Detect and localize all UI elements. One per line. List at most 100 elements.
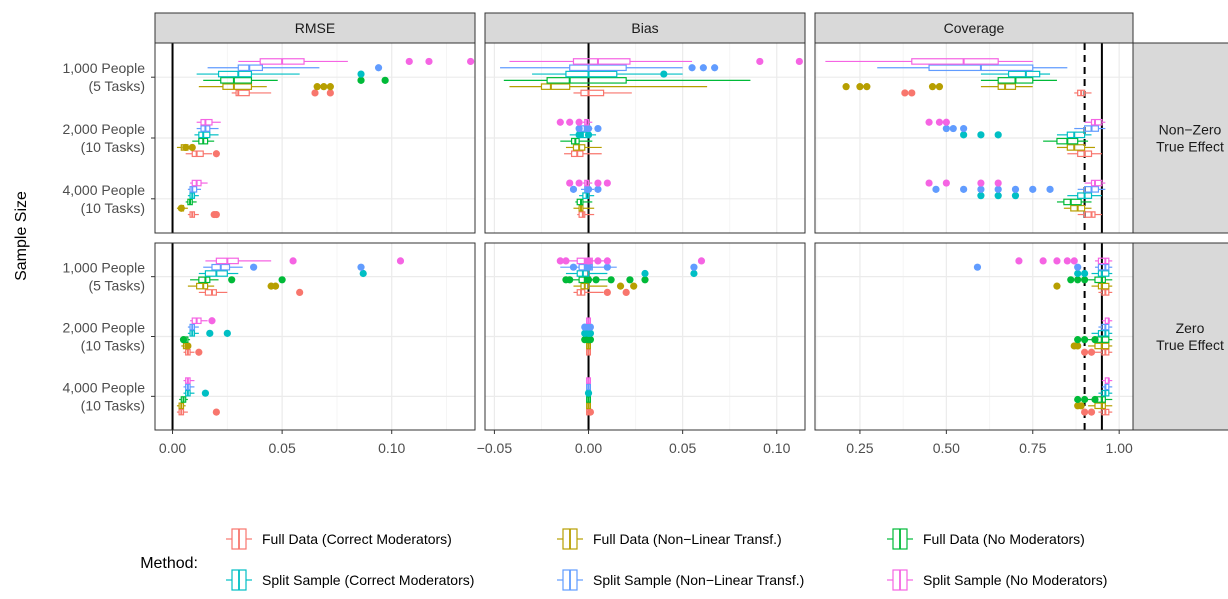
- panel-5: [814, 242, 1134, 431]
- outlier-point: [575, 179, 583, 187]
- boxplot-5: [556, 118, 593, 126]
- panel-3: [154, 242, 476, 431]
- outlier-point: [575, 131, 583, 139]
- boxplot-5: [1101, 377, 1113, 384]
- boxplot-3: [198, 269, 367, 278]
- outlier-point: [1091, 395, 1099, 404]
- outlier-point: [586, 408, 595, 416]
- boxplot-0: [1081, 408, 1113, 416]
- boxplot-0: [577, 211, 595, 218]
- box: [1063, 198, 1082, 206]
- outlier-point: [575, 118, 583, 126]
- outlier-point: [357, 70, 365, 78]
- row-strip-1: [1132, 242, 1228, 431]
- outlier-point: [177, 204, 185, 212]
- box: [569, 64, 627, 72]
- boxplot-1: [573, 204, 595, 212]
- outlier-point: [949, 124, 957, 133]
- boxplot-4: [203, 263, 365, 271]
- box: [198, 276, 211, 284]
- facet-strip-label: RMSE: [295, 20, 335, 36]
- boxplot-1: [181, 342, 192, 350]
- outlier-point: [711, 64, 719, 72]
- outlier-point: [690, 263, 698, 271]
- outlier-point: [1091, 336, 1099, 344]
- outlier-point: [396, 257, 405, 265]
- legend-item: Split Sample (Correct Moderators): [226, 569, 474, 591]
- box: [198, 131, 211, 139]
- outlier-point: [296, 288, 304, 297]
- outlier-point: [994, 185, 1002, 193]
- outlier-point: [1029, 185, 1037, 193]
- outlier-point: [603, 179, 611, 187]
- outlier-point: [208, 317, 216, 325]
- boxplot-2: [179, 396, 188, 403]
- boxplot-2: [581, 336, 595, 344]
- legend-label: Full Data (Non−Linear Transf.): [593, 531, 782, 547]
- boxplot-0: [573, 89, 632, 97]
- box: [1097, 330, 1110, 337]
- boxplot-2: [586, 396, 592, 403]
- outlier-point: [690, 269, 698, 278]
- boxplot-4: [569, 185, 602, 193]
- legend-item: Split Sample (Non−Linear Transf.): [557, 569, 804, 591]
- outlier-point: [928, 83, 937, 91]
- y-axis-title: Sample Size: [13, 191, 30, 281]
- y-tick-label: 4,000 People: [62, 182, 145, 198]
- boxplot-3: [187, 329, 231, 337]
- boxplot-2: [503, 77, 751, 84]
- outlier-point: [223, 329, 231, 337]
- outlier-point: [584, 263, 593, 271]
- boxplot-4: [1098, 323, 1113, 331]
- boxplot-3: [980, 70, 1051, 78]
- outlier-point: [313, 83, 321, 91]
- boxplot-1: [586, 342, 592, 350]
- outlier-point: [932, 185, 940, 193]
- boxplot-5: [586, 317, 592, 325]
- outlier-point: [212, 210, 220, 219]
- outlier-point: [566, 276, 574, 284]
- boxplot-5: [183, 377, 195, 384]
- box: [222, 83, 253, 90]
- outlier-point: [584, 389, 593, 397]
- outlier-point: [977, 185, 985, 193]
- boxplot-1: [586, 402, 592, 410]
- boxplot-5: [1015, 257, 1113, 265]
- boxplot-2: [560, 137, 593, 145]
- boxplot-1: [176, 143, 196, 152]
- boxplot-3: [977, 192, 1102, 200]
- outlier-point: [357, 76, 365, 84]
- legend: Method: Full Data (Correct Moderators) Ful…: [140, 528, 1107, 591]
- outlier-point: [184, 342, 192, 350]
- outlier-point: [584, 124, 593, 133]
- outlier-point: [467, 57, 475, 66]
- legend-label: Full Data (No Moderators): [923, 531, 1085, 547]
- boxplot-1: [1070, 342, 1113, 350]
- outlier-point: [994, 179, 1002, 187]
- outlier-point: [603, 288, 611, 297]
- outlier-point: [942, 118, 950, 126]
- boxplot-3: [1098, 389, 1113, 397]
- boxplot-4: [581, 323, 595, 331]
- boxplot-1: [1053, 282, 1113, 290]
- legend-item: Full Data (No Moderators): [887, 528, 1085, 550]
- x-tick-label: 0.50: [933, 440, 960, 456]
- boxplot-3: [584, 389, 593, 397]
- boxplot-5: [825, 58, 1033, 65]
- y-tick-label: (5 Tasks): [88, 78, 145, 94]
- outlier-point: [569, 185, 578, 193]
- boxplot-3: [565, 269, 698, 278]
- box: [200, 118, 213, 126]
- boxplot-4: [575, 124, 602, 133]
- outlier-point: [977, 192, 985, 200]
- boxplot-4: [877, 64, 1068, 72]
- panel-border: [814, 242, 1134, 431]
- outlier-point: [925, 118, 933, 126]
- outlier-point: [1063, 257, 1071, 265]
- boxplot-1: [509, 83, 708, 90]
- boxplot-5: [205, 257, 405, 265]
- boxplot-2: [1067, 276, 1113, 284]
- box: [1090, 118, 1103, 126]
- outlier-point: [326, 89, 334, 97]
